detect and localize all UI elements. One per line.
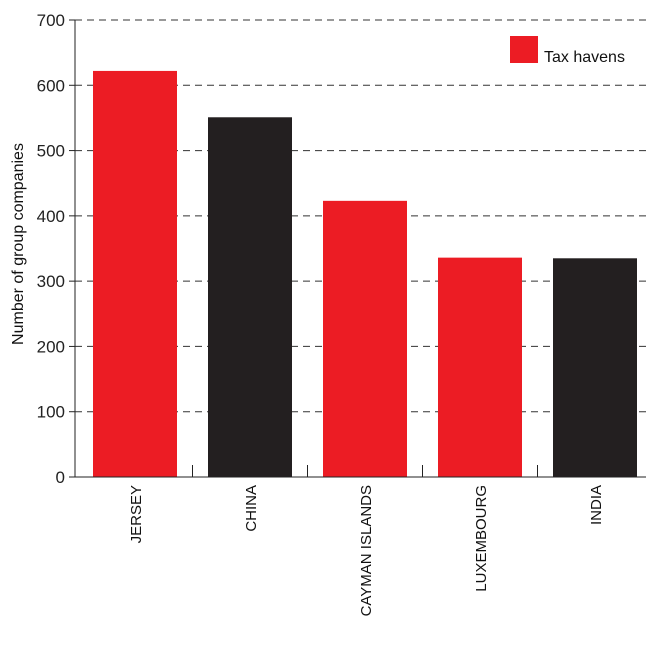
- x-tick-label-luxembourg: LUXEMBOURG: [473, 485, 490, 592]
- x-tick-label-india: INDIA: [588, 485, 605, 525]
- category-labels: JERSEY CHINA CAYMAN ISLANDS LUXEMBOURG INDIA: [128, 485, 605, 616]
- y-tick-label-100: 100: [37, 403, 65, 422]
- x-tick-label-cayman-islands: CAYMAN ISLANDS: [358, 485, 375, 616]
- bar-luxembourg: [438, 257, 522, 477]
- legend-swatch-tax-havens: [510, 36, 538, 63]
- x-axis: [74, 20, 646, 478]
- y-tick-label-700: 700: [37, 11, 65, 30]
- y-tick-label-300: 300: [37, 272, 65, 291]
- legend: Tax havens: [510, 36, 625, 66]
- bar-india: [553, 258, 637, 477]
- x-tick-label-jersey: JERSEY: [128, 485, 145, 543]
- x-tick-label-china: CHINA: [243, 485, 260, 532]
- bar-jersey: [93, 70, 177, 478]
- y-tick-label-500: 500: [37, 142, 65, 161]
- y-axis-ticks: 0 100 200 300 400 500 600 700: [37, 11, 75, 487]
- bars: [93, 70, 637, 478]
- y-tick-label-0: 0: [56, 468, 65, 487]
- bar-china: [208, 117, 292, 478]
- legend-label-tax-havens: Tax havens: [544, 49, 625, 66]
- y-tick-label-600: 600: [37, 76, 65, 95]
- y-tick-label-200: 200: [37, 337, 65, 356]
- y-axis-title: Number of group companies: [10, 143, 27, 345]
- y-tick-label-400: 400: [37, 207, 65, 226]
- bar-cayman-islands: [323, 200, 407, 477]
